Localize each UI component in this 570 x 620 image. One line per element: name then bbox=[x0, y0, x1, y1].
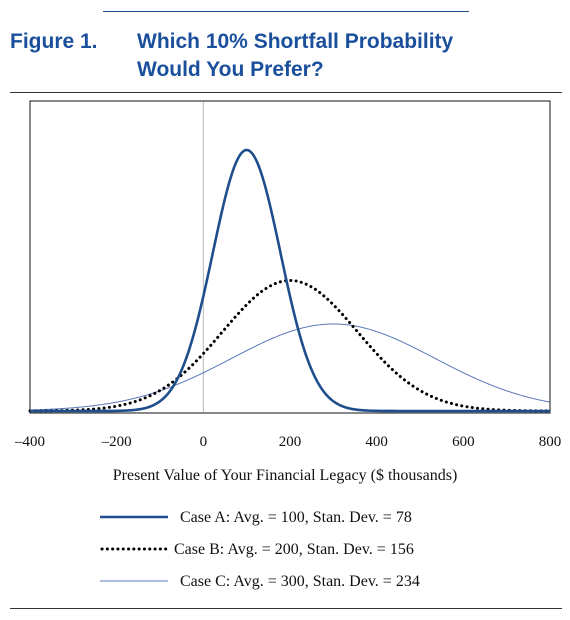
figure-title-line-2: Would You Prefer? bbox=[137, 58, 324, 81]
series-line-case-c bbox=[29, 323, 551, 411]
x-tick-label: 0 bbox=[200, 434, 208, 450]
plot-frame bbox=[29, 100, 551, 414]
x-tick-label: 400 bbox=[365, 434, 388, 450]
bottom-rule bbox=[10, 608, 562, 609]
legend-label-case-a: Case A: Avg. = 100, Stan. Dev. = 78 bbox=[180, 509, 412, 526]
figure-title-line-1: Which 10% Shortfall Probability bbox=[137, 30, 454, 53]
title-divider bbox=[10, 92, 562, 93]
x-tick-label: –200 bbox=[101, 434, 132, 450]
series-line-case-a bbox=[30, 148, 550, 413]
x-axis-ticks: –400 –200 0 200 400 600 800 bbox=[14, 434, 561, 450]
x-axis-title: Present Value of Your Financial Legacy (… bbox=[113, 467, 458, 484]
x-tick-label: 200 bbox=[279, 434, 302, 450]
x-tick-label: –400 bbox=[14, 434, 45, 450]
legend-label-case-b: Case B: Avg. = 200, Stan. Dev. = 156 bbox=[174, 541, 414, 558]
x-tick-label: 800 bbox=[539, 434, 562, 450]
top-rule bbox=[103, 11, 469, 12]
figure-title: Which 10% Shortfall Probability Would Yo… bbox=[137, 28, 537, 84]
series-layer bbox=[28, 102, 552, 413]
legend: Case A: Avg. = 100, Stan. Dev. = 78 Case … bbox=[100, 509, 420, 590]
figure-label: Figure 1. bbox=[10, 30, 98, 53]
legend-label-case-c: Case C: Avg. = 300, Stan. Dev. = 234 bbox=[180, 573, 420, 590]
x-tick-label: 600 bbox=[452, 434, 475, 450]
series-line-case-b bbox=[28, 278, 552, 413]
